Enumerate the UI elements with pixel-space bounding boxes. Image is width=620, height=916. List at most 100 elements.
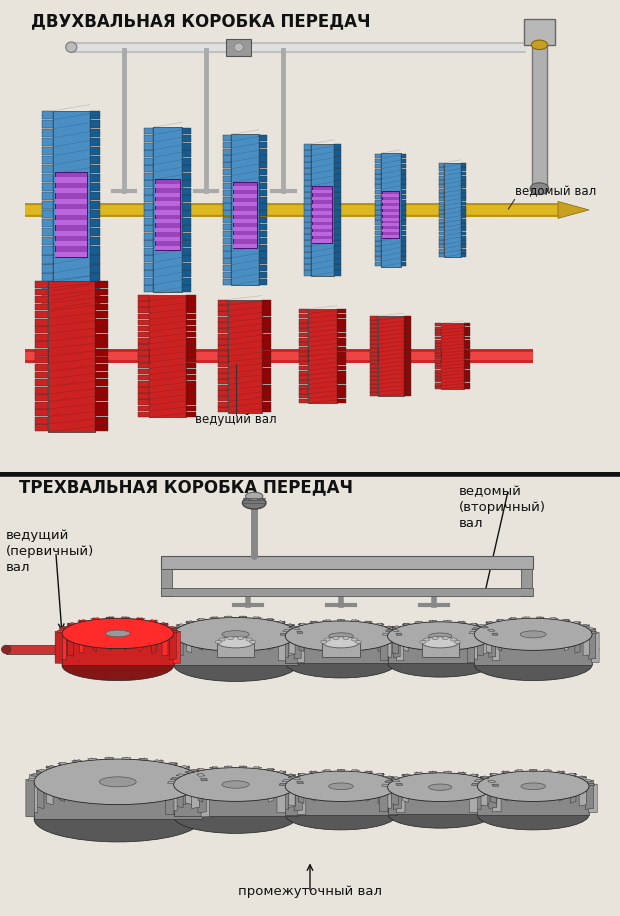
Bar [439,236,444,240]
Bar [182,188,190,194]
Polygon shape [288,776,295,806]
Bar [94,319,108,325]
Bar [322,642,360,657]
Bar [461,163,466,167]
Bar [404,385,411,388]
Bar [334,264,341,269]
Polygon shape [387,776,394,806]
Polygon shape [293,627,300,629]
Bar [144,256,153,262]
Bar [182,202,190,210]
Bar [186,363,197,368]
Polygon shape [401,774,411,777]
Bar [223,231,231,237]
Bar [186,399,197,405]
Polygon shape [311,770,315,802]
Bar [401,236,406,241]
Bar [311,144,334,276]
Polygon shape [142,758,144,797]
Bar [382,224,399,226]
Bar [337,343,345,346]
Bar [439,163,444,167]
Polygon shape [309,621,318,623]
Bar [404,341,411,344]
Polygon shape [392,627,399,654]
Text: ТРЕХВАЛЬНАЯ КОРОБКА ПЕРЕДАЧ: ТРЕХВАЛЬНАЯ КОРОБКА ПЕРЕДАЧ [19,478,353,496]
Bar [42,120,53,128]
Bar [299,347,308,351]
Bar [144,263,153,269]
Polygon shape [79,620,84,653]
Bar [138,406,149,411]
Bar [439,184,444,189]
Polygon shape [228,766,229,800]
Polygon shape [277,621,286,623]
Polygon shape [299,623,304,651]
Ellipse shape [388,622,493,650]
Polygon shape [378,623,383,651]
Bar [223,169,231,175]
Bar [182,218,190,224]
Bar [42,112,53,119]
Bar [334,144,341,149]
Ellipse shape [62,618,174,649]
Bar [404,392,411,396]
Polygon shape [136,617,145,620]
Bar [223,156,231,161]
Polygon shape [154,759,164,762]
Bar [312,218,332,222]
Bar [94,402,108,409]
Bar [299,365,308,370]
Bar [299,376,308,379]
Bar [401,174,406,179]
Bar [401,262,406,267]
Polygon shape [265,618,275,620]
Bar [439,249,444,253]
Bar [404,388,411,392]
Bar [461,227,466,231]
Polygon shape [196,769,206,770]
Bar [304,240,311,245]
Bar [404,365,411,368]
Bar [464,360,470,363]
Ellipse shape [151,646,159,653]
Bar [435,330,441,333]
Bar [144,278,153,285]
Bar [259,231,267,237]
Bar [42,300,53,309]
Bar [464,373,470,376]
Polygon shape [105,758,113,759]
Bar [94,379,108,386]
Bar [337,389,345,394]
Bar [94,424,108,431]
Polygon shape [523,616,530,618]
Bar [370,373,378,376]
Polygon shape [288,625,294,656]
Bar [299,380,308,384]
Bar [90,246,100,255]
Bar [334,211,341,215]
Polygon shape [384,780,391,808]
Polygon shape [447,620,448,649]
Bar [144,248,153,255]
Polygon shape [213,616,215,649]
Polygon shape [294,779,303,811]
Bar [401,221,406,225]
Polygon shape [444,771,451,773]
Ellipse shape [246,638,252,641]
Bar [375,262,381,267]
Polygon shape [210,767,218,769]
Polygon shape [37,769,46,772]
Bar [422,642,459,657]
Bar [259,135,267,141]
Polygon shape [282,780,290,781]
Polygon shape [474,635,592,664]
Polygon shape [265,769,275,770]
Bar [56,199,87,204]
Polygon shape [472,774,477,802]
Polygon shape [160,623,169,625]
Bar [304,211,311,215]
Bar [90,237,100,245]
Polygon shape [570,773,576,803]
Polygon shape [26,780,35,817]
